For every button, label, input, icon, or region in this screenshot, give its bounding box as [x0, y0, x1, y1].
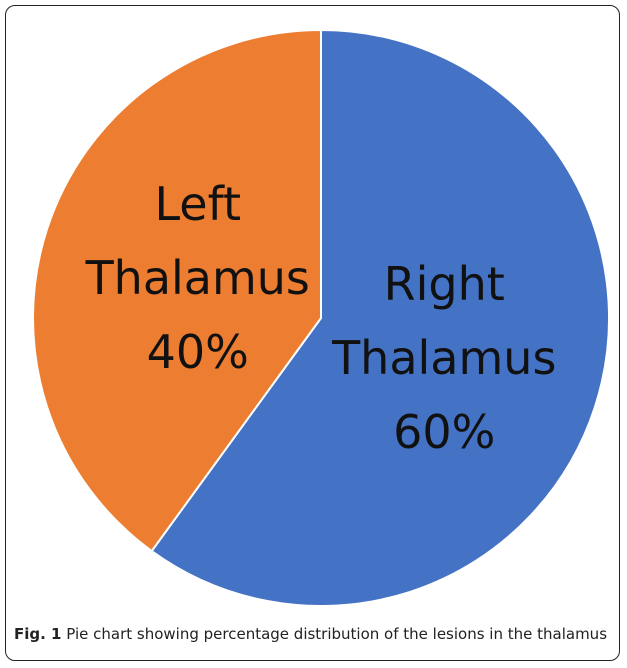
caption-label: Fig. 1: [14, 625, 62, 643]
caption-text: Pie chart showing percentage distributio…: [66, 625, 608, 643]
pie-slice: [32, 28, 322, 553]
slice-label: Right Thalamus 60%: [324, 247, 564, 469]
value-label: 60%: [393, 405, 496, 460]
category-label: Left Thalamus: [85, 176, 310, 305]
figure-frame: [5, 5, 620, 661]
figure-caption: Fig. 1 Pie chart showing percentage dist…: [14, 624, 614, 644]
slice-label: Left Thalamus 40%: [78, 167, 318, 389]
pie-slice: [150, 28, 610, 607]
category-label: Right Thalamus: [332, 257, 557, 386]
value-label: 40%: [146, 324, 249, 379]
